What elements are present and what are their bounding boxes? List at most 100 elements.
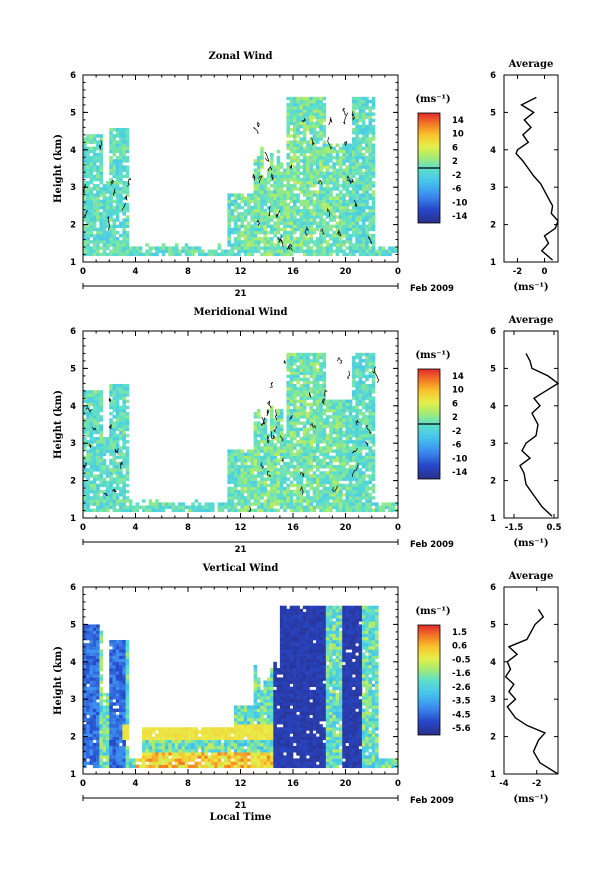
profile-title: Average (508, 571, 554, 582)
profile-y-tick-label: 3 (490, 695, 496, 705)
heatmap-field (83, 605, 399, 769)
profile-line (504, 609, 559, 775)
profile-x-tick-label: -2 (532, 779, 542, 789)
profile-x-label: (ms⁻¹) (513, 794, 548, 805)
profile-y-tick-label: 4 (490, 402, 496, 412)
x-tick-label: 4 (133, 523, 139, 533)
y-tick-label: 1 (70, 514, 76, 524)
x-tick-label: 20 (340, 267, 352, 277)
colorbar-tick-label: 14 (452, 372, 464, 382)
y-tick-label: 4 (70, 402, 76, 412)
y-tick-label: 2 (70, 477, 76, 487)
profile-x-tick-label: -4 (499, 779, 509, 789)
colorbar-tick-label: 2 (452, 413, 458, 423)
profile-y-tick-label: 1 (490, 514, 496, 524)
x-tick-label: 16 (287, 779, 299, 789)
colorbar-tick-label: -2 (452, 171, 462, 181)
profile-x-tick-label: 0.5 (546, 523, 561, 533)
y-tick-label: 2 (70, 733, 76, 743)
colorbar-tick-label: -0.5 (452, 655, 471, 665)
x-tick-label: 12 (235, 779, 247, 789)
y-tick-label: 6 (70, 583, 76, 593)
x-tick-label: 8 (185, 779, 191, 789)
colorbar-tick-label: 2 (452, 157, 458, 167)
colorbar-tick-label: -14 (452, 468, 467, 478)
profile-title: Average (508, 315, 554, 326)
panel-title: Meridional Wind (193, 307, 287, 318)
y-tick-label: 6 (70, 327, 76, 337)
contour-lines (82, 107, 372, 252)
x-tick-label: 12 (235, 267, 247, 277)
colorbar-tick-label: 10 (452, 386, 464, 396)
profile-x-label: (ms⁻¹) (513, 282, 548, 293)
heatmap-field (83, 352, 399, 513)
colorbar-tick-label: -5.6 (452, 724, 471, 734)
colorbar-tick-label: -3.5 (452, 697, 471, 707)
y-tick-label: 1 (70, 258, 76, 268)
profile-y-tick-label: 1 (490, 258, 496, 268)
colorbar-tick-label: -6 (452, 185, 462, 195)
profile-line (515, 96, 559, 261)
x-tick-label: 20 (340, 523, 352, 533)
colorbar-tick-label: -14 (452, 212, 467, 222)
profile-x-label: (ms⁻¹) (513, 538, 548, 549)
y-tick-label: 2 (70, 221, 76, 231)
heatmap-field (83, 96, 399, 257)
profile-y-tick-label: 1 (490, 770, 496, 780)
colorbar-tick-label: -2.6 (452, 683, 471, 693)
profile-y-tick-label: 2 (490, 221, 496, 231)
colorbar-tick-label: 6 (452, 143, 458, 153)
x-tick-label: 4 (133, 267, 139, 277)
y-axis-label: Height (km) (53, 134, 64, 203)
colorbar-tick-label: -2 (452, 427, 462, 437)
profile-frame (503, 586, 559, 775)
profile-y-tick-label: 3 (490, 183, 496, 193)
profile-y-tick-label: 2 (490, 733, 496, 743)
y-axis-label: Height (km) (53, 390, 64, 459)
y-tick-label: 3 (70, 183, 76, 193)
y-tick-label: 1 (70, 770, 76, 780)
profile-y-tick-label: 5 (490, 620, 496, 630)
colorbar-tick-label: 10 (452, 130, 464, 140)
colorbar-tick-label: 6 (452, 399, 458, 409)
panel-title: Vertical Wind (202, 563, 279, 574)
x-tick-label: 12 (235, 523, 247, 533)
colorbar-tick-label: 1.5 (452, 628, 467, 638)
profile-x-tick-label: -2 (513, 267, 523, 277)
profile-frame (503, 74, 559, 263)
panel-title: Zonal Wind (208, 51, 272, 62)
profile-y-tick-label: 6 (490, 71, 496, 81)
profile-line (519, 353, 560, 517)
profile-x-tick-label: 0 (542, 267, 548, 277)
y-tick-label: 6 (70, 71, 76, 81)
profile-y-tick-label: 3 (490, 439, 496, 449)
y-tick-label: 4 (70, 658, 76, 668)
x-axis-label: Local Time (210, 812, 272, 823)
x-tick-label: 4 (133, 779, 139, 789)
profile-y-tick-label: 4 (490, 146, 496, 156)
date-label: 21 (235, 289, 247, 299)
x-tick-label: 16 (287, 523, 299, 533)
y-axis-label: Height (km) (53, 646, 64, 715)
colorbar-unit: (ms⁻¹) (415, 350, 450, 361)
colorbar-unit: (ms⁻¹) (415, 606, 450, 617)
y-tick-label: 4 (70, 146, 76, 156)
x-tick-label: 16 (287, 267, 299, 277)
y-tick-label: 5 (70, 364, 76, 374)
profile-title: Average (508, 59, 554, 70)
x-tick-label: 0 (80, 779, 86, 789)
y-tick-label: 5 (70, 620, 76, 630)
x-tick-label: 0 (395, 779, 401, 789)
colorbar-tick-label: -10 (452, 454, 467, 464)
profile-y-tick-label: 5 (490, 108, 496, 118)
x-tick-label: 0 (395, 523, 401, 533)
y-tick-label: 3 (70, 695, 76, 705)
colorbar-tick-label: -4.5 (452, 710, 471, 720)
month-label: Feb 2009 (410, 796, 454, 806)
profile-frame (503, 330, 559, 519)
y-tick-label: 3 (70, 439, 76, 449)
